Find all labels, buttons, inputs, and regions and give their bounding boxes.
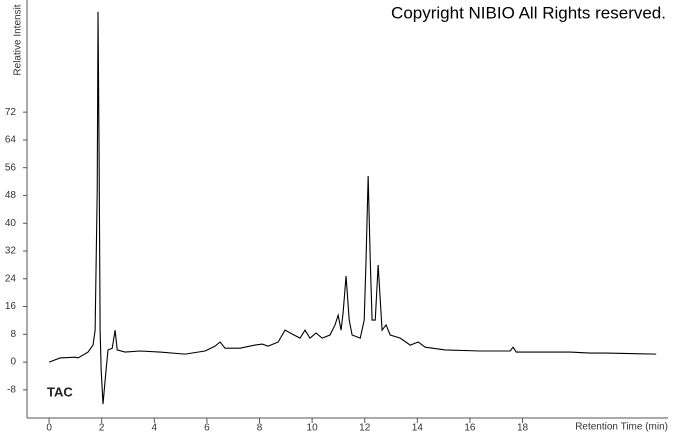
trace-line: [48, 11, 657, 405]
x-tick-label: 8: [257, 423, 263, 433]
x-tick-label: 14: [412, 423, 424, 433]
x-axis-label: Retention Time (min): [575, 422, 668, 433]
x-tick-label: 12: [359, 423, 371, 433]
x-tick-label: 16: [464, 423, 476, 433]
y-tick-label: -8: [7, 385, 16, 396]
annotation: TAC: [47, 384, 73, 399]
y-tick-label: 48: [5, 190, 17, 201]
x-tick-label: 2: [99, 423, 105, 433]
y-tick-label: 8: [10, 329, 16, 340]
y-tick-label: 64: [5, 135, 17, 146]
x-tick-label: 4: [152, 423, 158, 433]
x-tick-label: 0: [46, 423, 52, 433]
y-axis-label: Relative Intensit: [13, 4, 24, 75]
chart-title: Copyright NIBIO All Rights reserved.: [391, 3, 666, 22]
x-tick-label: 10: [307, 423, 319, 433]
y-tick-label: 0: [10, 357, 16, 368]
y-tick-label: 16: [5, 301, 17, 312]
y-tick-label: 32: [5, 246, 17, 257]
x-tick-label: 6: [204, 423, 210, 433]
y-tick-label: 72: [5, 107, 17, 118]
y-tick-label: 40: [5, 218, 17, 229]
y-tick-label: 24: [5, 273, 17, 284]
y-tick-label: 56: [5, 162, 17, 173]
x-tick-label: 18: [517, 423, 529, 433]
